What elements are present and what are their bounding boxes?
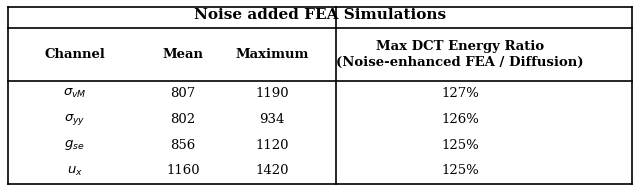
Text: $\sigma_{vM}$: $\sigma_{vM}$	[63, 87, 86, 100]
Text: Mean: Mean	[163, 48, 204, 61]
Text: Noise added FEA Simulations: Noise added FEA Simulations	[194, 8, 446, 22]
Text: Channel: Channel	[44, 48, 105, 61]
Text: 1190: 1190	[255, 87, 289, 100]
Text: $u_{x}$: $u_{x}$	[67, 164, 83, 177]
Text: Maximum: Maximum	[236, 48, 309, 61]
Text: 1160: 1160	[166, 164, 200, 177]
Text: $\sigma_{yy}$: $\sigma_{yy}$	[64, 112, 85, 127]
Text: 126%: 126%	[441, 113, 479, 126]
Text: 127%: 127%	[441, 87, 479, 100]
Text: 125%: 125%	[442, 164, 479, 177]
Text: 934: 934	[260, 113, 285, 126]
Text: 802: 802	[170, 113, 196, 126]
Text: 856: 856	[170, 139, 196, 152]
Text: 1120: 1120	[255, 139, 289, 152]
Text: Max DCT Energy Ratio
(Noise-enhanced FEA / Diffusion): Max DCT Energy Ratio (Noise-enhanced FEA…	[337, 40, 584, 68]
Text: $g_{se}$: $g_{se}$	[65, 138, 85, 152]
Text: 807: 807	[170, 87, 196, 100]
Text: 1420: 1420	[255, 164, 289, 177]
Text: 125%: 125%	[442, 139, 479, 152]
